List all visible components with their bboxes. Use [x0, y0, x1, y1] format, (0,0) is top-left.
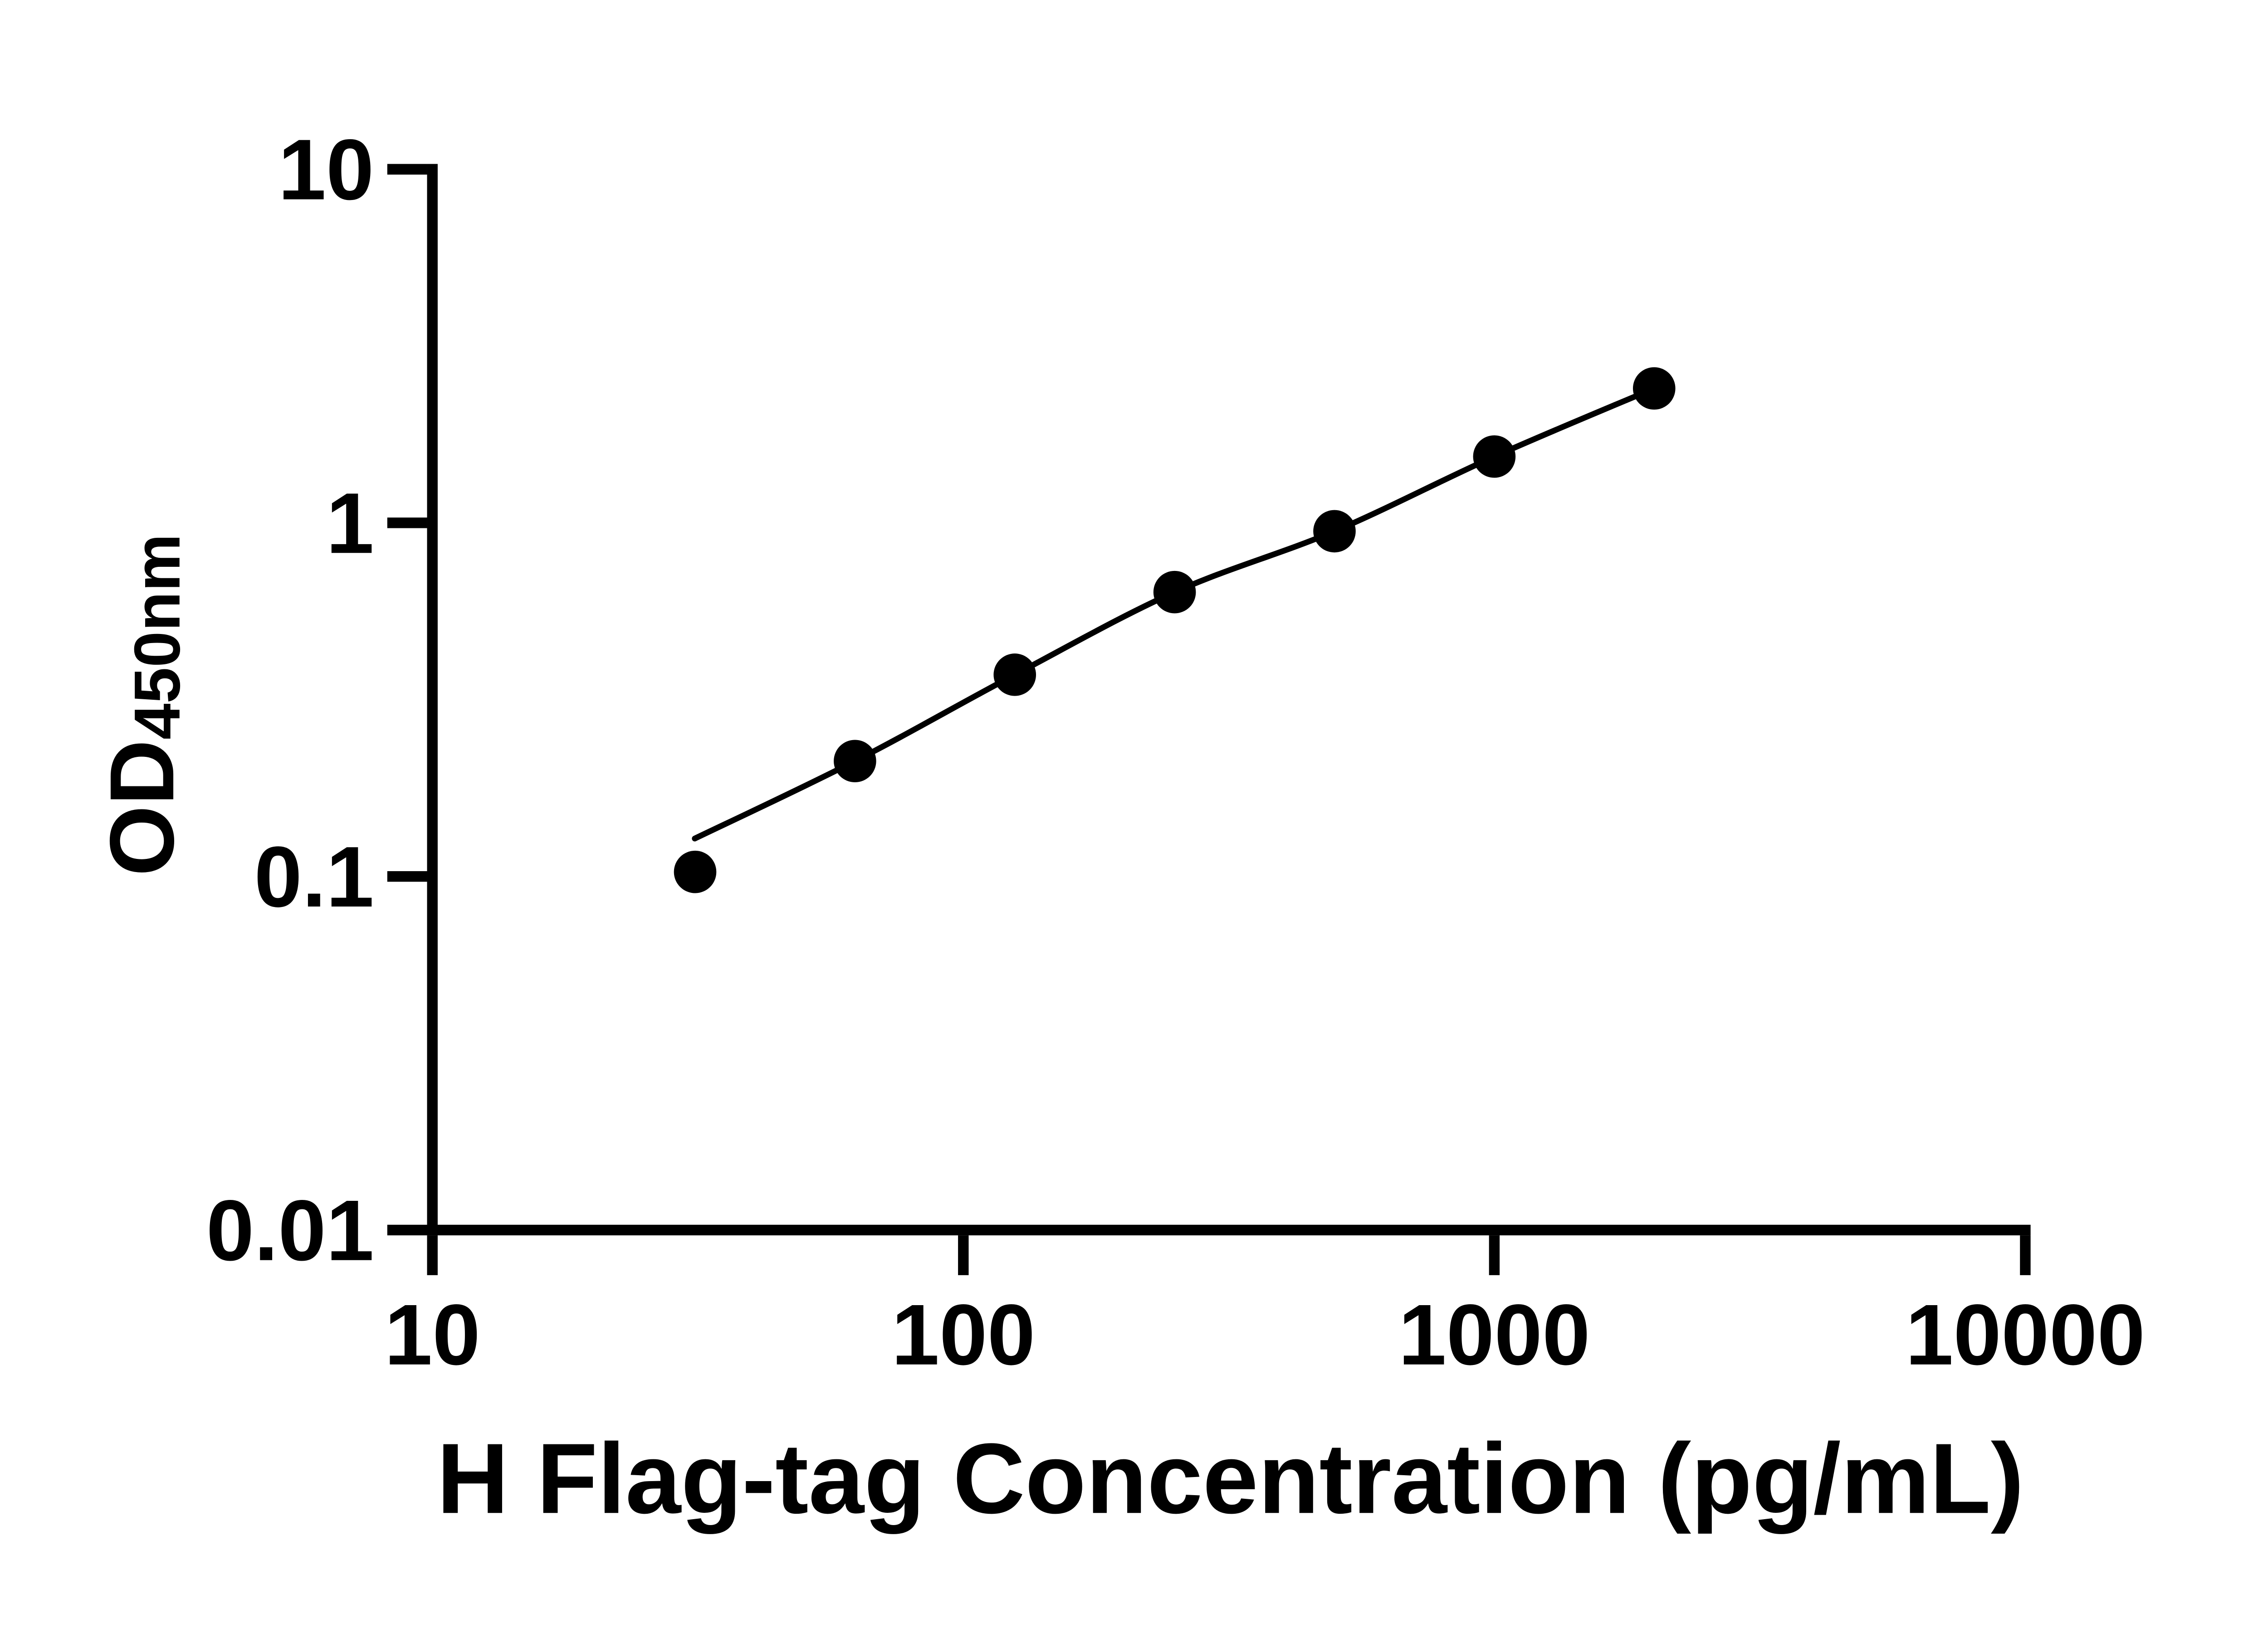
y-tick-label-0: 10 [278, 122, 374, 218]
data-point-4 [1313, 510, 1356, 553]
data-point-0 [674, 850, 717, 893]
y-tick-label-1: 1 [326, 475, 374, 571]
x-axis-title: H Flag-tag Concentration (pg/mL) [437, 1423, 2024, 1534]
x-tick-label-0: 10 [385, 1287, 480, 1383]
y-axis-title-main: OD [91, 740, 193, 876]
data-point-3 [1153, 570, 1196, 614]
y-tick-label-3: 0.01 [206, 1183, 374, 1279]
x-tick-label-1: 100 [891, 1287, 1035, 1383]
data-point-6 [1633, 367, 1676, 410]
x-tick-label-2: 1000 [1398, 1287, 1590, 1383]
y-axis-title: OD450nm [91, 534, 194, 876]
y-tick-label-2: 0.1 [254, 829, 374, 925]
data-point-5 [1473, 435, 1516, 478]
y-axis-title-subscript: 450nm [121, 534, 194, 740]
data-point-1 [834, 740, 876, 783]
plot-area [674, 367, 1676, 893]
data-point-2 [993, 653, 1036, 696]
x-tick-label-3: 10000 [1906, 1287, 2145, 1383]
